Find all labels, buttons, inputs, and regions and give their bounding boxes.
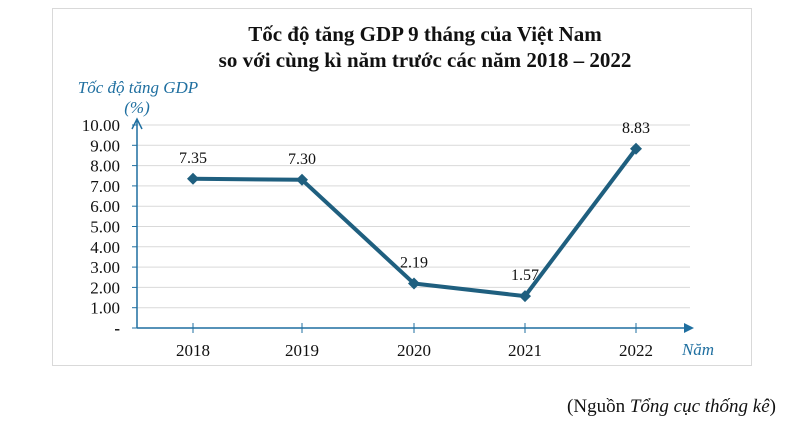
y-tick-label: 1.00	[90, 299, 120, 318]
y-tick-label: 5.00	[90, 218, 120, 237]
x-tick-label: 2019	[285, 341, 319, 360]
data-label: 2.19	[400, 255, 428, 272]
x-tick-label: 2020	[397, 341, 431, 360]
y-tick-label: 9.00	[90, 136, 120, 155]
y-tick-label: 3.00	[90, 258, 120, 277]
y-tick-label: -	[114, 319, 120, 338]
series-line	[192, 147, 638, 299]
data-point	[187, 172, 199, 185]
chart-subtitle: so với cùng kì năm trước các năm 2018 – …	[218, 48, 632, 72]
data-label: 1.57	[511, 267, 539, 284]
source-note: (Nguồn Tổng cục thống kê)	[567, 396, 776, 418]
y-tick-label: 6.00	[90, 197, 120, 216]
data-label: 7.35	[179, 150, 207, 167]
data-label: 8.83	[622, 120, 650, 137]
y-axis-label: Tốc độ tăng GDP	[78, 78, 198, 97]
data-label: 7.30	[288, 151, 316, 168]
y-axis-arrow	[131, 117, 143, 130]
y-tick-label: 2.00	[90, 278, 120, 297]
data-point	[519, 290, 531, 303]
source-suffix: )	[769, 396, 776, 417]
data-point	[630, 142, 642, 155]
data-point	[408, 277, 420, 290]
y-tick-label: 8.00	[90, 157, 120, 176]
chart-title: Tốc độ tăng GDP 9 tháng của Việt Nam	[248, 22, 602, 46]
y-tick-label: 7.00	[90, 177, 120, 196]
y-axis-unit: (%)	[124, 98, 150, 117]
source-name: Tổng cục thống kê	[629, 396, 770, 417]
x-tick-label: 2022	[619, 341, 653, 360]
y-tick-label: 4.00	[90, 238, 120, 257]
source-prefix: (Nguồn	[567, 396, 630, 417]
x-axis-label: Năm	[681, 340, 714, 359]
x-tick-label: 2021	[508, 341, 542, 360]
chart-frame	[52, 8, 752, 366]
x-tick-label: 2018	[176, 341, 210, 360]
x-axis-arrow	[684, 323, 694, 333]
y-tick-label: 10.00	[82, 116, 120, 135]
data-point	[296, 173, 308, 186]
